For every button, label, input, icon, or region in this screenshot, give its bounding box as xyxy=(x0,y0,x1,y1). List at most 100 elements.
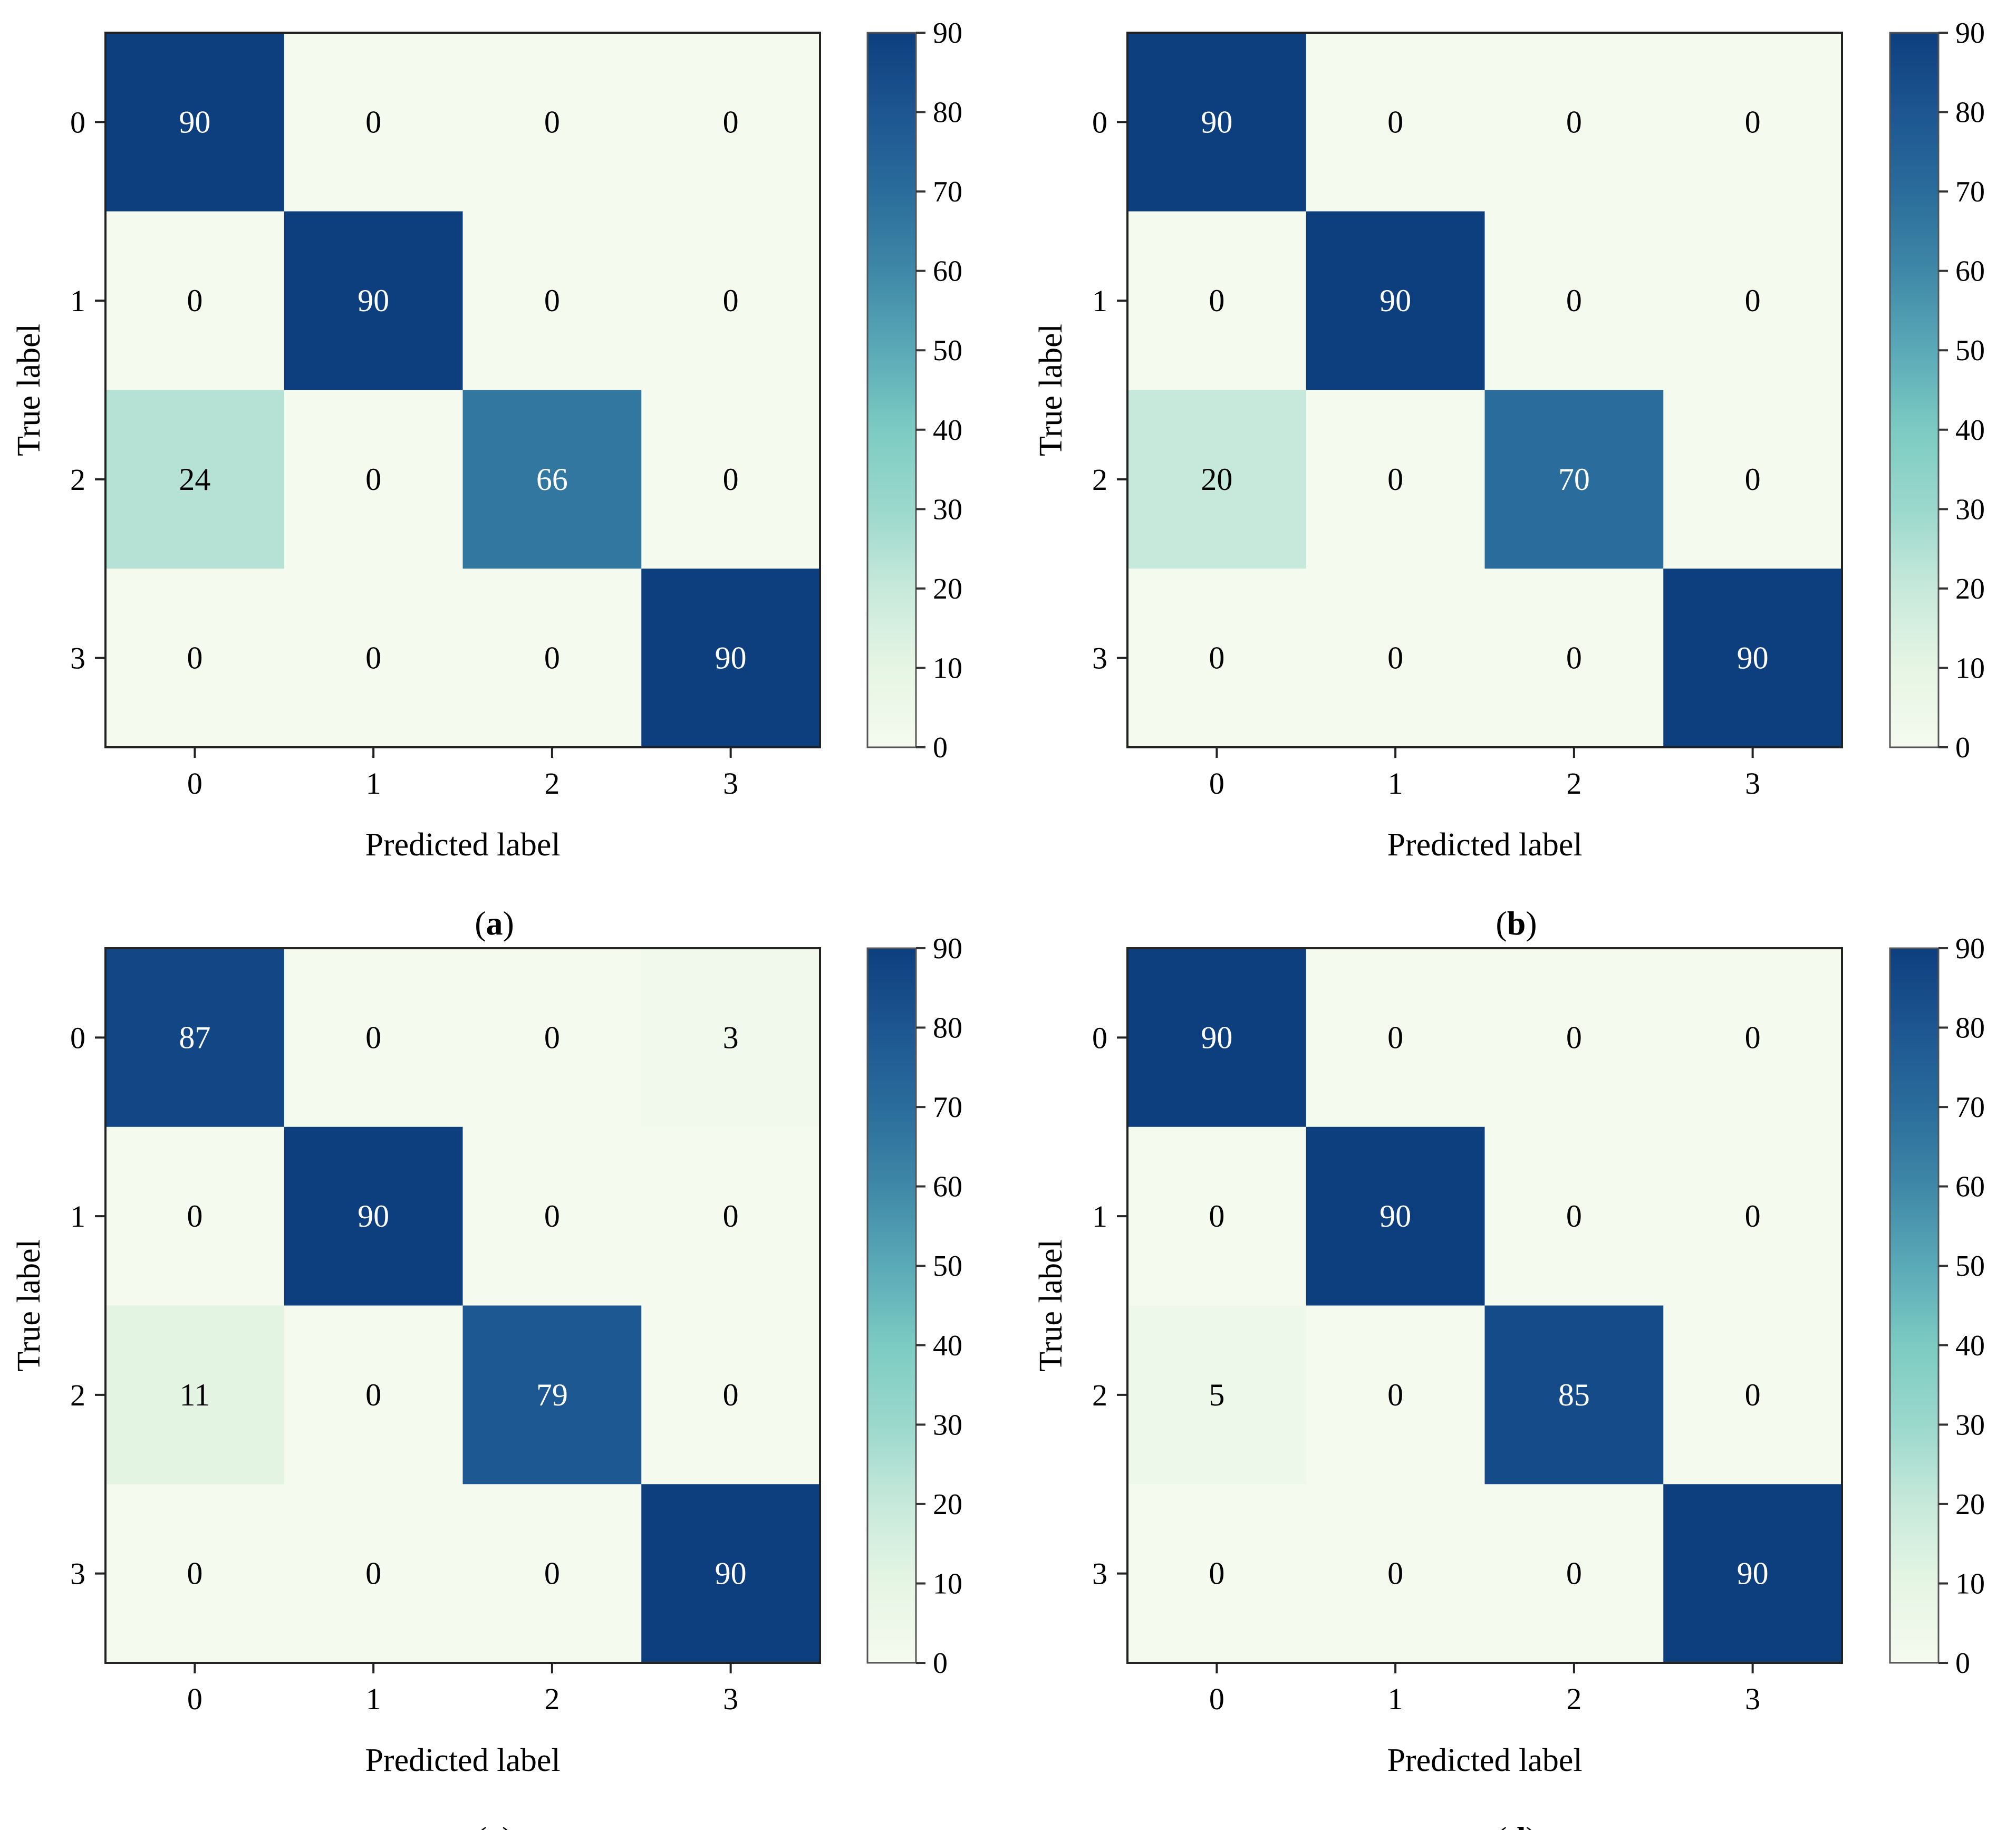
cell-value-r2-c0: 11 xyxy=(179,1378,210,1412)
panel-label: (a) xyxy=(475,904,514,942)
heatmap-cell-r0-c2 xyxy=(462,948,642,1128)
cell-value-r2-c3: 0 xyxy=(1745,1378,1761,1412)
y-tick-label-1: 1 xyxy=(1092,284,1107,318)
x-tick-label-3: 3 xyxy=(1745,766,1760,801)
colorbar xyxy=(1889,32,1940,748)
heatmap-cell-r2-c0 xyxy=(1127,390,1307,569)
cell-value-r1-c1: 90 xyxy=(1380,283,1411,318)
heatmap-cell-r1-c1 xyxy=(1306,211,1485,390)
cell-value-r0-c2: 0 xyxy=(544,1020,560,1055)
heatmap-cell-r3-c0 xyxy=(105,569,285,748)
x-axis-label: Predicted label xyxy=(365,827,560,863)
heatmap-cell-r0-c0 xyxy=(1127,948,1307,1128)
x-tick-label-1: 1 xyxy=(1388,1682,1403,1716)
heatmap-cell-r2-c2 xyxy=(462,390,642,569)
heatmap-cell-r2-c2 xyxy=(1484,390,1664,569)
cell-value-r0-c1: 0 xyxy=(365,1020,381,1055)
x-tick-label-3: 3 xyxy=(1745,1682,1760,1716)
heatmap-cell-r0-c3 xyxy=(1663,33,1843,212)
heatmap-cell-r2-c1 xyxy=(284,390,463,569)
cell-value-r2-c1: 0 xyxy=(365,1378,381,1412)
colorbar-tick-label-20: 20 xyxy=(933,573,962,605)
cell-value-r2-c2: 70 xyxy=(1558,462,1590,497)
cell-value-r0-c3: 0 xyxy=(1745,1020,1761,1055)
y-tick-label-2: 2 xyxy=(70,463,85,497)
colorbar-tick-label-0: 0 xyxy=(1955,731,1970,764)
cell-value-r0-c1: 0 xyxy=(1387,104,1403,139)
cell-value-r1-c3: 0 xyxy=(1745,283,1761,318)
cell-value-r3-c2: 0 xyxy=(544,641,560,676)
heatmap-cell-r2-c0 xyxy=(1127,1305,1307,1485)
cell-value-r1-c3: 0 xyxy=(723,1199,739,1234)
y-tick-label-1: 1 xyxy=(70,1199,85,1234)
heatmap-cell-r0-c3 xyxy=(641,948,821,1128)
heatmap-cell-r3-c2 xyxy=(1484,1484,1664,1663)
heatmap-cell-r2-c1 xyxy=(1306,1305,1485,1485)
cell-value-r0-c2: 0 xyxy=(1566,1020,1582,1055)
cell-value-r3-c2: 0 xyxy=(1566,641,1582,676)
cell-value-r3-c3: 90 xyxy=(1737,1556,1769,1591)
heatmap-cell-r2-c2 xyxy=(1484,1305,1664,1485)
x-axis-label: Predicted label xyxy=(365,1742,560,1778)
y-tick-label-3: 3 xyxy=(1092,641,1107,676)
colorbar-tick-label-40: 40 xyxy=(1955,414,1985,447)
heatmap-cell-r0-c1 xyxy=(284,948,463,1128)
cell-value-r3-c0: 0 xyxy=(187,1556,202,1591)
heatmap-cell-r3-c3 xyxy=(641,569,821,748)
colorbar-tick-label-50: 50 xyxy=(1955,334,1985,367)
cell-value-r2-c1: 0 xyxy=(1387,1378,1403,1412)
x-tick-label-1: 1 xyxy=(1388,766,1403,801)
colorbar-tick-label-0: 0 xyxy=(933,1647,948,1680)
x-tick-label-3: 3 xyxy=(723,1682,738,1716)
colorbar-tick-label-40: 40 xyxy=(933,1330,962,1362)
cell-value-r1-c1: 90 xyxy=(358,283,389,318)
heatmap-cell-r0-c2 xyxy=(1484,33,1664,212)
cell-value-r0-c2: 0 xyxy=(1566,104,1582,139)
colorbar-tick-label-10: 10 xyxy=(933,652,962,685)
x-tick-label-1: 1 xyxy=(366,1682,381,1716)
panel-label-letter: b xyxy=(1507,904,1526,942)
x-tick-label-2: 2 xyxy=(544,766,560,801)
heatmap-cell-r2-c0 xyxy=(105,390,285,569)
heatmap-cell-r3-c1 xyxy=(284,569,463,748)
heatmap-cell-r3-c2 xyxy=(1484,569,1664,748)
colorbar-tick-label-60: 60 xyxy=(933,1171,962,1203)
y-tick-label-3: 3 xyxy=(1092,1557,1107,1591)
cell-value-r0-c0: 90 xyxy=(1201,104,1232,139)
y-tick-label-1: 1 xyxy=(1092,1199,1107,1234)
colorbar-tick-label-50: 50 xyxy=(933,1250,962,1283)
heatmap-cell-r3-c3 xyxy=(641,1484,821,1663)
colorbar-tick-label-0: 0 xyxy=(933,731,948,764)
heatmap-cell-r2-c1 xyxy=(284,1305,463,1485)
cell-value-r0-c0: 90 xyxy=(1201,1020,1232,1055)
cell-value-r2-c1: 0 xyxy=(365,462,381,497)
cell-value-r3-c3: 90 xyxy=(1737,641,1769,676)
colorbar-tick-label-40: 40 xyxy=(933,414,962,447)
colorbar-tick-label-70: 70 xyxy=(1955,176,1985,208)
y-axis-label: True label xyxy=(11,1239,47,1372)
heatmap-cell-r2-c2 xyxy=(462,1305,642,1485)
colorbar-tick-label-10: 10 xyxy=(933,1567,962,1600)
colorbar-tick-label-10: 10 xyxy=(1955,652,1985,685)
colorbar-tick-label-90: 90 xyxy=(933,17,962,50)
heatmap-cell-r2-c3 xyxy=(641,390,821,569)
x-tick-label-0: 0 xyxy=(187,1682,202,1716)
heatmap-cell-r3-c2 xyxy=(462,1484,642,1663)
heatmap-cell-r3-c2 xyxy=(462,569,642,748)
plot-frame xyxy=(1126,947,1843,1664)
heatmap-cell-r1-c2 xyxy=(462,1126,642,1306)
cell-value-r3-c0: 0 xyxy=(1209,641,1224,676)
cell-value-r2-c1: 0 xyxy=(1387,462,1403,497)
y-tick-label-0: 0 xyxy=(70,1020,85,1055)
heatmap-cell-r1-c1 xyxy=(1306,1126,1485,1306)
x-tick-label-0: 0 xyxy=(1209,766,1224,801)
cell-value-r1-c2: 0 xyxy=(1566,283,1582,318)
heatmap-cell-r3-c3 xyxy=(1663,1484,1843,1663)
heatmap-cell-r1-c2 xyxy=(462,211,642,390)
panel-label-open-paren: ( xyxy=(1496,904,1507,942)
x-tick-label-3: 3 xyxy=(723,766,738,801)
x-tick-label-2: 2 xyxy=(544,1682,560,1716)
